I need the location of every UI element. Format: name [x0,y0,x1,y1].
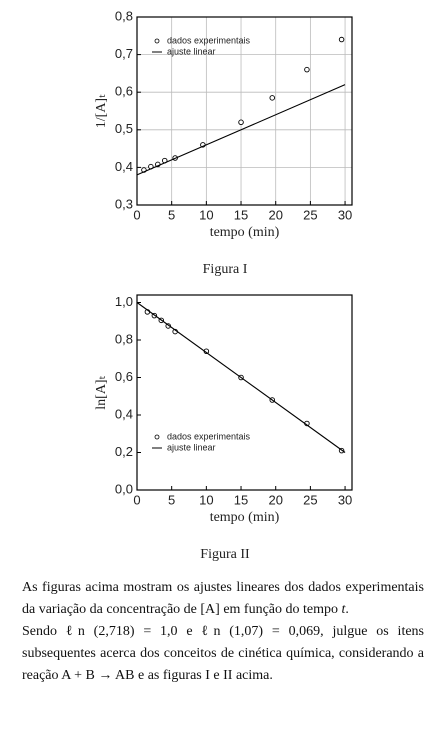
y-tick-label: 0,8 [115,8,133,23]
y-tick-label: 0,2 [115,444,133,459]
legend-label: ajuste linear [167,442,216,452]
figure-caption: Figura II [200,547,250,562]
data-point [238,119,244,126]
x-tick-label: 25 [303,492,317,507]
y-tick-label: 0,4 [115,159,133,174]
plot-frame [136,294,353,491]
fit-line [136,302,346,453]
y-tick-label: 0,3 [115,196,133,211]
legend-label: dados experimentais [167,431,251,441]
y-tick-label: 0,8 [115,331,133,346]
y-tick-label: 0,5 [115,121,133,136]
x-tick-label: 15 [234,492,248,507]
figure-caption: Figura I [203,262,248,277]
statement: As figuras acima mostram os ajustes line… [22,577,424,687]
x-tick-label: 25 [303,207,317,222]
y-axis-label: 1/[A]ₜ [94,94,109,128]
y-tick-label: 0,6 [115,369,133,384]
y-axis-label: ln[A]ₜ [94,375,109,409]
y-tick-label: 0,0 [115,481,133,496]
legend-label: ajuste linear [167,46,216,56]
y-tick-label: 0,7 [115,46,133,61]
y-tick-label: 0,4 [115,406,133,421]
text-segment: . [345,602,349,617]
fit-line [136,84,346,176]
x-tick-label: 5 [168,207,175,222]
x-axis-label: tempo (min) [210,225,280,240]
text-segment: t [341,602,346,617]
data-point [304,66,310,73]
x-tick-label: 30 [338,207,352,222]
x-tick-label: 10 [199,207,213,222]
plot-frame [136,16,353,206]
x-tick-label: 0 [133,492,140,507]
x-axis-label: tempo (min) [210,510,280,525]
x-tick-label: 20 [268,207,282,222]
paragraph: As figuras acima mostram os ajustes line… [22,577,424,621]
legend-label: dados experimentais [167,35,251,45]
text-segment: Sendo ℓn (2,718) = 1,0 e ℓn (1,07) = 0,0… [22,624,424,683]
figures: 0,3 0,4 0,5 0,6 0,7 0,8 0 5 10 15 20 25 30 tempo (min… [94,8,353,562]
x-tick-label: 30 [338,492,352,507]
legend-marker [154,38,160,44]
text-segment: As figuras acima mostram os ajustes line… [22,580,424,617]
legend-marker [154,434,160,440]
x-tick-label: 20 [268,492,282,507]
y-tick-label: 1,0 [115,294,133,309]
x-tick-label: 0 [133,207,140,222]
x-tick-label: 10 [199,492,213,507]
x-tick-label: 15 [234,207,248,222]
data-point [269,95,275,101]
data-point [338,36,345,43]
x-tick-label: 5 [168,492,175,507]
y-tick-label: 0,6 [115,84,133,99]
paragraph: Sendo ℓn (2,718) = 1,0 e ℓn (1,07) = 0,0… [22,621,424,687]
